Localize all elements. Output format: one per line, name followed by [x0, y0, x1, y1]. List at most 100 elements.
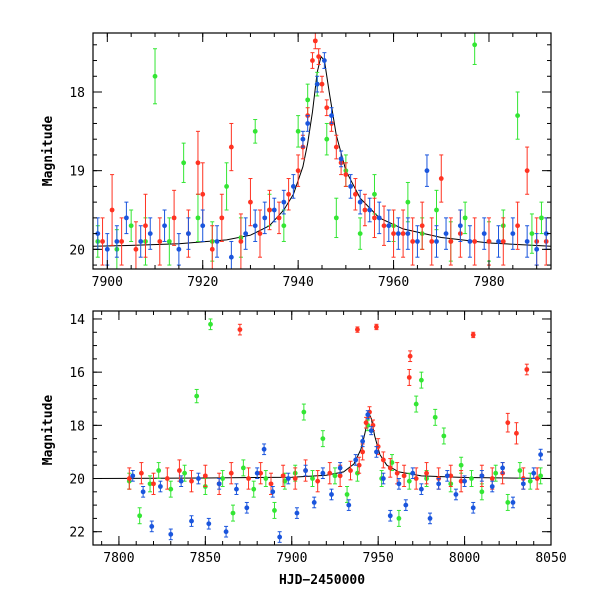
- red-point: [400, 231, 406, 237]
- red-point: [151, 481, 156, 487]
- blue-point: [281, 199, 287, 205]
- blue-point: [216, 481, 222, 487]
- x-tick-label: 7900: [92, 275, 123, 290]
- green-point: [181, 160, 187, 166]
- blue-point: [178, 478, 184, 484]
- blue-point: [520, 481, 526, 487]
- red-point: [324, 105, 330, 111]
- blue-point: [158, 484, 163, 489]
- red-point: [429, 239, 435, 244]
- red-series: [126, 323, 540, 495]
- blue-point: [510, 231, 516, 237]
- blue-point: [270, 489, 276, 495]
- blue-point: [396, 481, 402, 487]
- red-point: [209, 246, 215, 252]
- green-point: [441, 433, 447, 439]
- blue-point: [285, 476, 291, 481]
- green-point: [538, 473, 544, 479]
- blue-point: [467, 239, 473, 244]
- x-tick-label: 7900: [276, 551, 307, 566]
- blue-point: [543, 231, 549, 237]
- red-point: [524, 367, 530, 372]
- red-point: [489, 476, 495, 481]
- blue-point: [405, 231, 411, 237]
- blue-point: [140, 489, 146, 495]
- x-tick-label: 7950: [363, 551, 394, 566]
- green-point: [505, 500, 511, 505]
- green-series: [126, 318, 544, 527]
- x-tick-label: 7800: [103, 551, 134, 566]
- red-point: [401, 473, 407, 479]
- blue-point: [462, 478, 467, 484]
- red-point: [374, 324, 379, 330]
- blue-point: [436, 481, 442, 487]
- y-tick-label: 16: [69, 366, 85, 381]
- bottom-ylabel: Magnitude: [41, 395, 56, 466]
- blue-point: [223, 529, 229, 535]
- green-point: [413, 401, 419, 407]
- red-point: [348, 468, 353, 473]
- red-point: [238, 239, 244, 244]
- top-panel-zoom: 7900 7920 7940 7960 7980 18 19 20: [69, 32, 552, 290]
- y-tick-label: 20: [69, 473, 85, 488]
- green-point: [282, 478, 288, 484]
- red-point: [143, 223, 148, 229]
- red-point: [419, 223, 425, 229]
- green-point: [147, 481, 153, 487]
- blue-point: [489, 484, 495, 489]
- blue-point: [200, 223, 206, 229]
- green-point: [396, 516, 402, 521]
- red-point: [171, 215, 177, 221]
- green-point: [324, 136, 330, 142]
- red-point: [310, 58, 315, 63]
- red-point: [267, 207, 272, 213]
- green-point: [333, 215, 339, 221]
- blue-point: [162, 223, 167, 229]
- blue-point: [228, 254, 234, 260]
- green-point: [195, 215, 201, 221]
- blue-point: [262, 215, 268, 221]
- red-point: [219, 215, 225, 221]
- blue-point: [176, 246, 182, 252]
- green-point: [156, 468, 162, 473]
- blue-point: [376, 215, 382, 221]
- red-point: [319, 81, 325, 87]
- blue-point: [138, 239, 144, 244]
- red-point: [312, 38, 318, 44]
- red-point: [515, 223, 521, 229]
- blue-point: [189, 518, 194, 524]
- red-point: [352, 191, 358, 197]
- x-tick-label: 7980: [473, 275, 504, 290]
- x-tick-label: 7940: [282, 275, 313, 290]
- red-point: [248, 199, 253, 205]
- green-point: [263, 476, 269, 481]
- blue-point: [380, 476, 386, 481]
- blue-point: [320, 470, 326, 476]
- red-point: [470, 332, 476, 338]
- blue-point: [234, 486, 239, 492]
- red-point: [413, 476, 419, 481]
- red-point: [258, 470, 264, 476]
- red-point: [100, 239, 105, 244]
- green-point: [194, 393, 200, 399]
- blue-point: [311, 500, 317, 505]
- green-point: [472, 42, 478, 48]
- bottom-xlabel: HJD−2450000: [279, 573, 365, 588]
- red-point: [381, 223, 387, 229]
- green-point: [168, 486, 174, 492]
- x-tick-label: 8000: [449, 551, 480, 566]
- blue-point: [424, 168, 430, 174]
- blue-point: [321, 58, 327, 63]
- red-point: [286, 191, 292, 197]
- red-point: [424, 470, 429, 476]
- red-point: [524, 168, 530, 174]
- red-point: [472, 239, 478, 244]
- red-point: [280, 473, 286, 479]
- red-point: [276, 215, 282, 221]
- plot-area: [93, 33, 551, 269]
- blue-point: [300, 136, 306, 142]
- red-point: [387, 465, 393, 471]
- red-point: [316, 54, 322, 59]
- green-point: [166, 239, 172, 244]
